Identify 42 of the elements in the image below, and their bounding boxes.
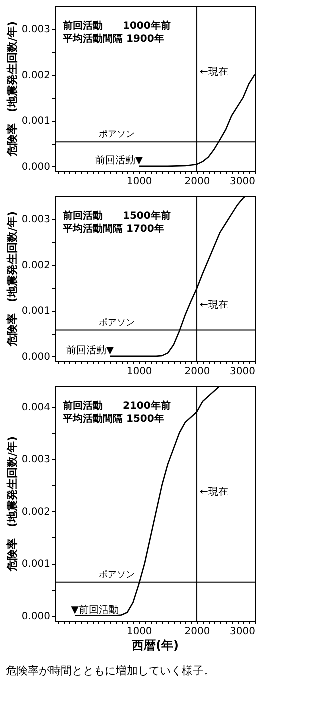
x-axis-title: 西暦(年) xyxy=(131,638,179,652)
text: 前回活動 2100年前 xyxy=(62,400,171,412)
y-tick-label: 0.003 xyxy=(22,214,50,226)
x-tick-label: 2000 xyxy=(184,626,210,638)
y-tick-label: 0.000 xyxy=(22,611,50,622)
y-tick-label: 0.001 xyxy=(22,559,50,570)
x-tick-label: 2000 xyxy=(184,366,210,378)
y-tick-label: 0.002 xyxy=(22,260,50,272)
text: 平均活動間隔 1700年 xyxy=(62,223,164,235)
text: 平均活動間隔 1900年 xyxy=(62,33,164,45)
y-tick-label: 0.001 xyxy=(22,306,50,318)
annotation: 前回活動▼ xyxy=(95,154,144,166)
text: 前回活動 1000年前 xyxy=(62,20,171,32)
y-tick-label: 0.000 xyxy=(22,162,50,173)
y-tick-label: 0.004 xyxy=(22,402,50,414)
y-tick-label: 0.003 xyxy=(22,24,50,36)
y-axis-title: 危険率 (地震発生回数/年) xyxy=(6,436,19,573)
ref-line-label: ポアソン xyxy=(99,130,135,140)
y-axis-title: 危険率 (地震発生回数/年) xyxy=(6,21,19,158)
y-tick-label: 0.002 xyxy=(22,506,50,518)
ref-line-label: ←現在 xyxy=(200,298,228,311)
ref-line-label: ←現在 xyxy=(200,66,228,78)
text: 危険率が時間とともに増加していく様子。 xyxy=(6,664,215,678)
x-tick-label: 3000 xyxy=(230,366,256,378)
annotation: 前回活動▼ xyxy=(66,344,114,356)
x-tick-label: 1000 xyxy=(126,176,152,188)
x-tick-label: 1000 xyxy=(126,626,152,638)
y-tick-label: 0.002 xyxy=(22,70,50,82)
y-tick-label: 0.003 xyxy=(22,454,50,466)
y-tick-label: 0.001 xyxy=(22,116,50,128)
x-tick-label: 3000 xyxy=(230,176,256,188)
annotation: ▼前回活動 xyxy=(71,604,119,616)
x-tick-label: 2000 xyxy=(184,176,210,188)
x-tick-label: 3000 xyxy=(230,626,256,638)
y-tick-label: 0.000 xyxy=(22,352,50,363)
ref-line-label: ポアソン xyxy=(99,570,135,580)
text: 前回活動 1500年前 xyxy=(62,210,171,222)
text: 平均活動間隔 1500年 xyxy=(62,413,164,425)
ref-line-label: ポアソン xyxy=(99,318,135,328)
ref-line-label: ←現在 xyxy=(200,486,228,498)
x-tick-label: 1000 xyxy=(126,366,152,378)
y-axis-title: 危険率 (地震発生回数/年) xyxy=(6,211,19,348)
